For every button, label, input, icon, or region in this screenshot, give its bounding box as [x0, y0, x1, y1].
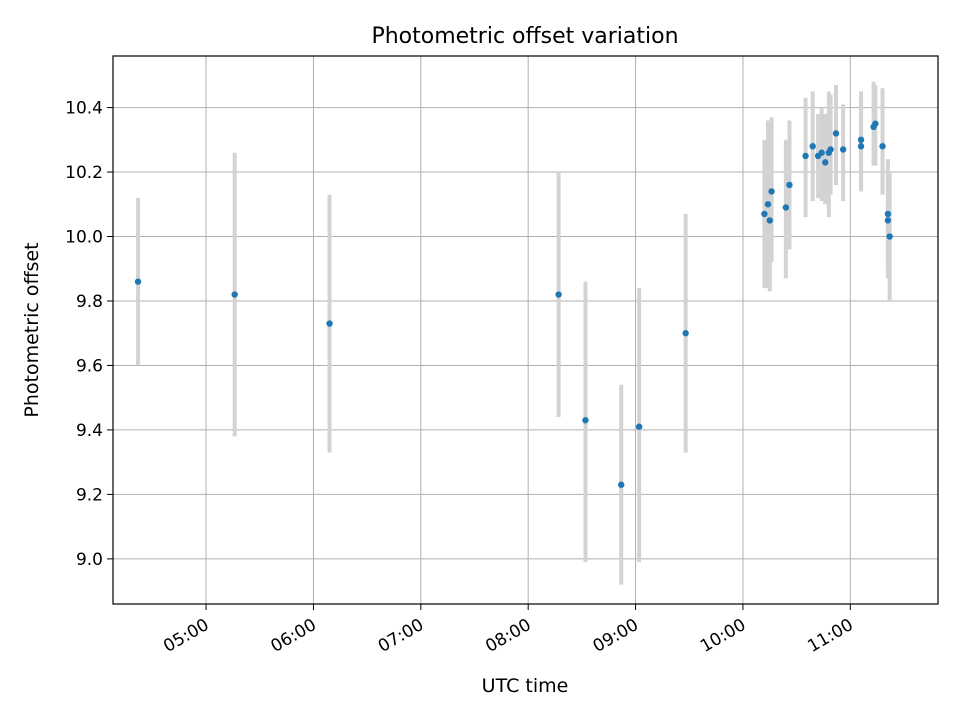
- y-tick-label: 10.0: [65, 228, 103, 248]
- y-tick-label: 9.0: [76, 550, 103, 570]
- data-point: [872, 120, 879, 127]
- data-point: [839, 146, 847, 153]
- y-axis-label: Photometric offset: [21, 242, 43, 417]
- data-point: [857, 143, 865, 150]
- data-point: [134, 278, 142, 285]
- data-point: [884, 210, 892, 218]
- data-point: [782, 204, 790, 211]
- data-point: [827, 146, 834, 153]
- data-point: [764, 201, 772, 208]
- data-point: [886, 233, 893, 240]
- x-axis-label: UTC time: [482, 675, 569, 697]
- data-point: [682, 330, 689, 337]
- data-point: [802, 152, 809, 160]
- y-tick-label: 10.2: [65, 163, 103, 183]
- data-point: [635, 423, 643, 430]
- data-point: [809, 143, 816, 150]
- data-points: [134, 120, 893, 488]
- data-point: [884, 217, 892, 224]
- y-tick-label: 9.6: [76, 356, 103, 376]
- data-point: [618, 481, 625, 488]
- data-point: [832, 130, 840, 137]
- data-point: [766, 217, 773, 224]
- data-point: [857, 136, 865, 144]
- plot-area-frame: [112, 55, 939, 605]
- data-point: [231, 291, 238, 298]
- data-point: [761, 210, 768, 218]
- grid-lines: [113, 56, 938, 604]
- data-point: [326, 320, 333, 327]
- y-tick-label: 10.4: [65, 99, 103, 119]
- data-point: [822, 159, 829, 166]
- data-point: [786, 181, 793, 189]
- y-tick-label: 9.2: [76, 485, 103, 505]
- data-point: [879, 143, 886, 150]
- chart-title: Photometric offset variation: [371, 24, 678, 49]
- data-point: [768, 188, 775, 195]
- data-point: [582, 417, 589, 424]
- y-tick-label: 9.8: [76, 292, 103, 312]
- y-tick-label: 9.4: [76, 421, 103, 441]
- data-point: [555, 291, 562, 298]
- y-axis-ticks: 9.0 9.2 9.4 9.6 9.8 10.0 10.2 10.4: [65, 99, 113, 570]
- data-point: [818, 149, 825, 156]
